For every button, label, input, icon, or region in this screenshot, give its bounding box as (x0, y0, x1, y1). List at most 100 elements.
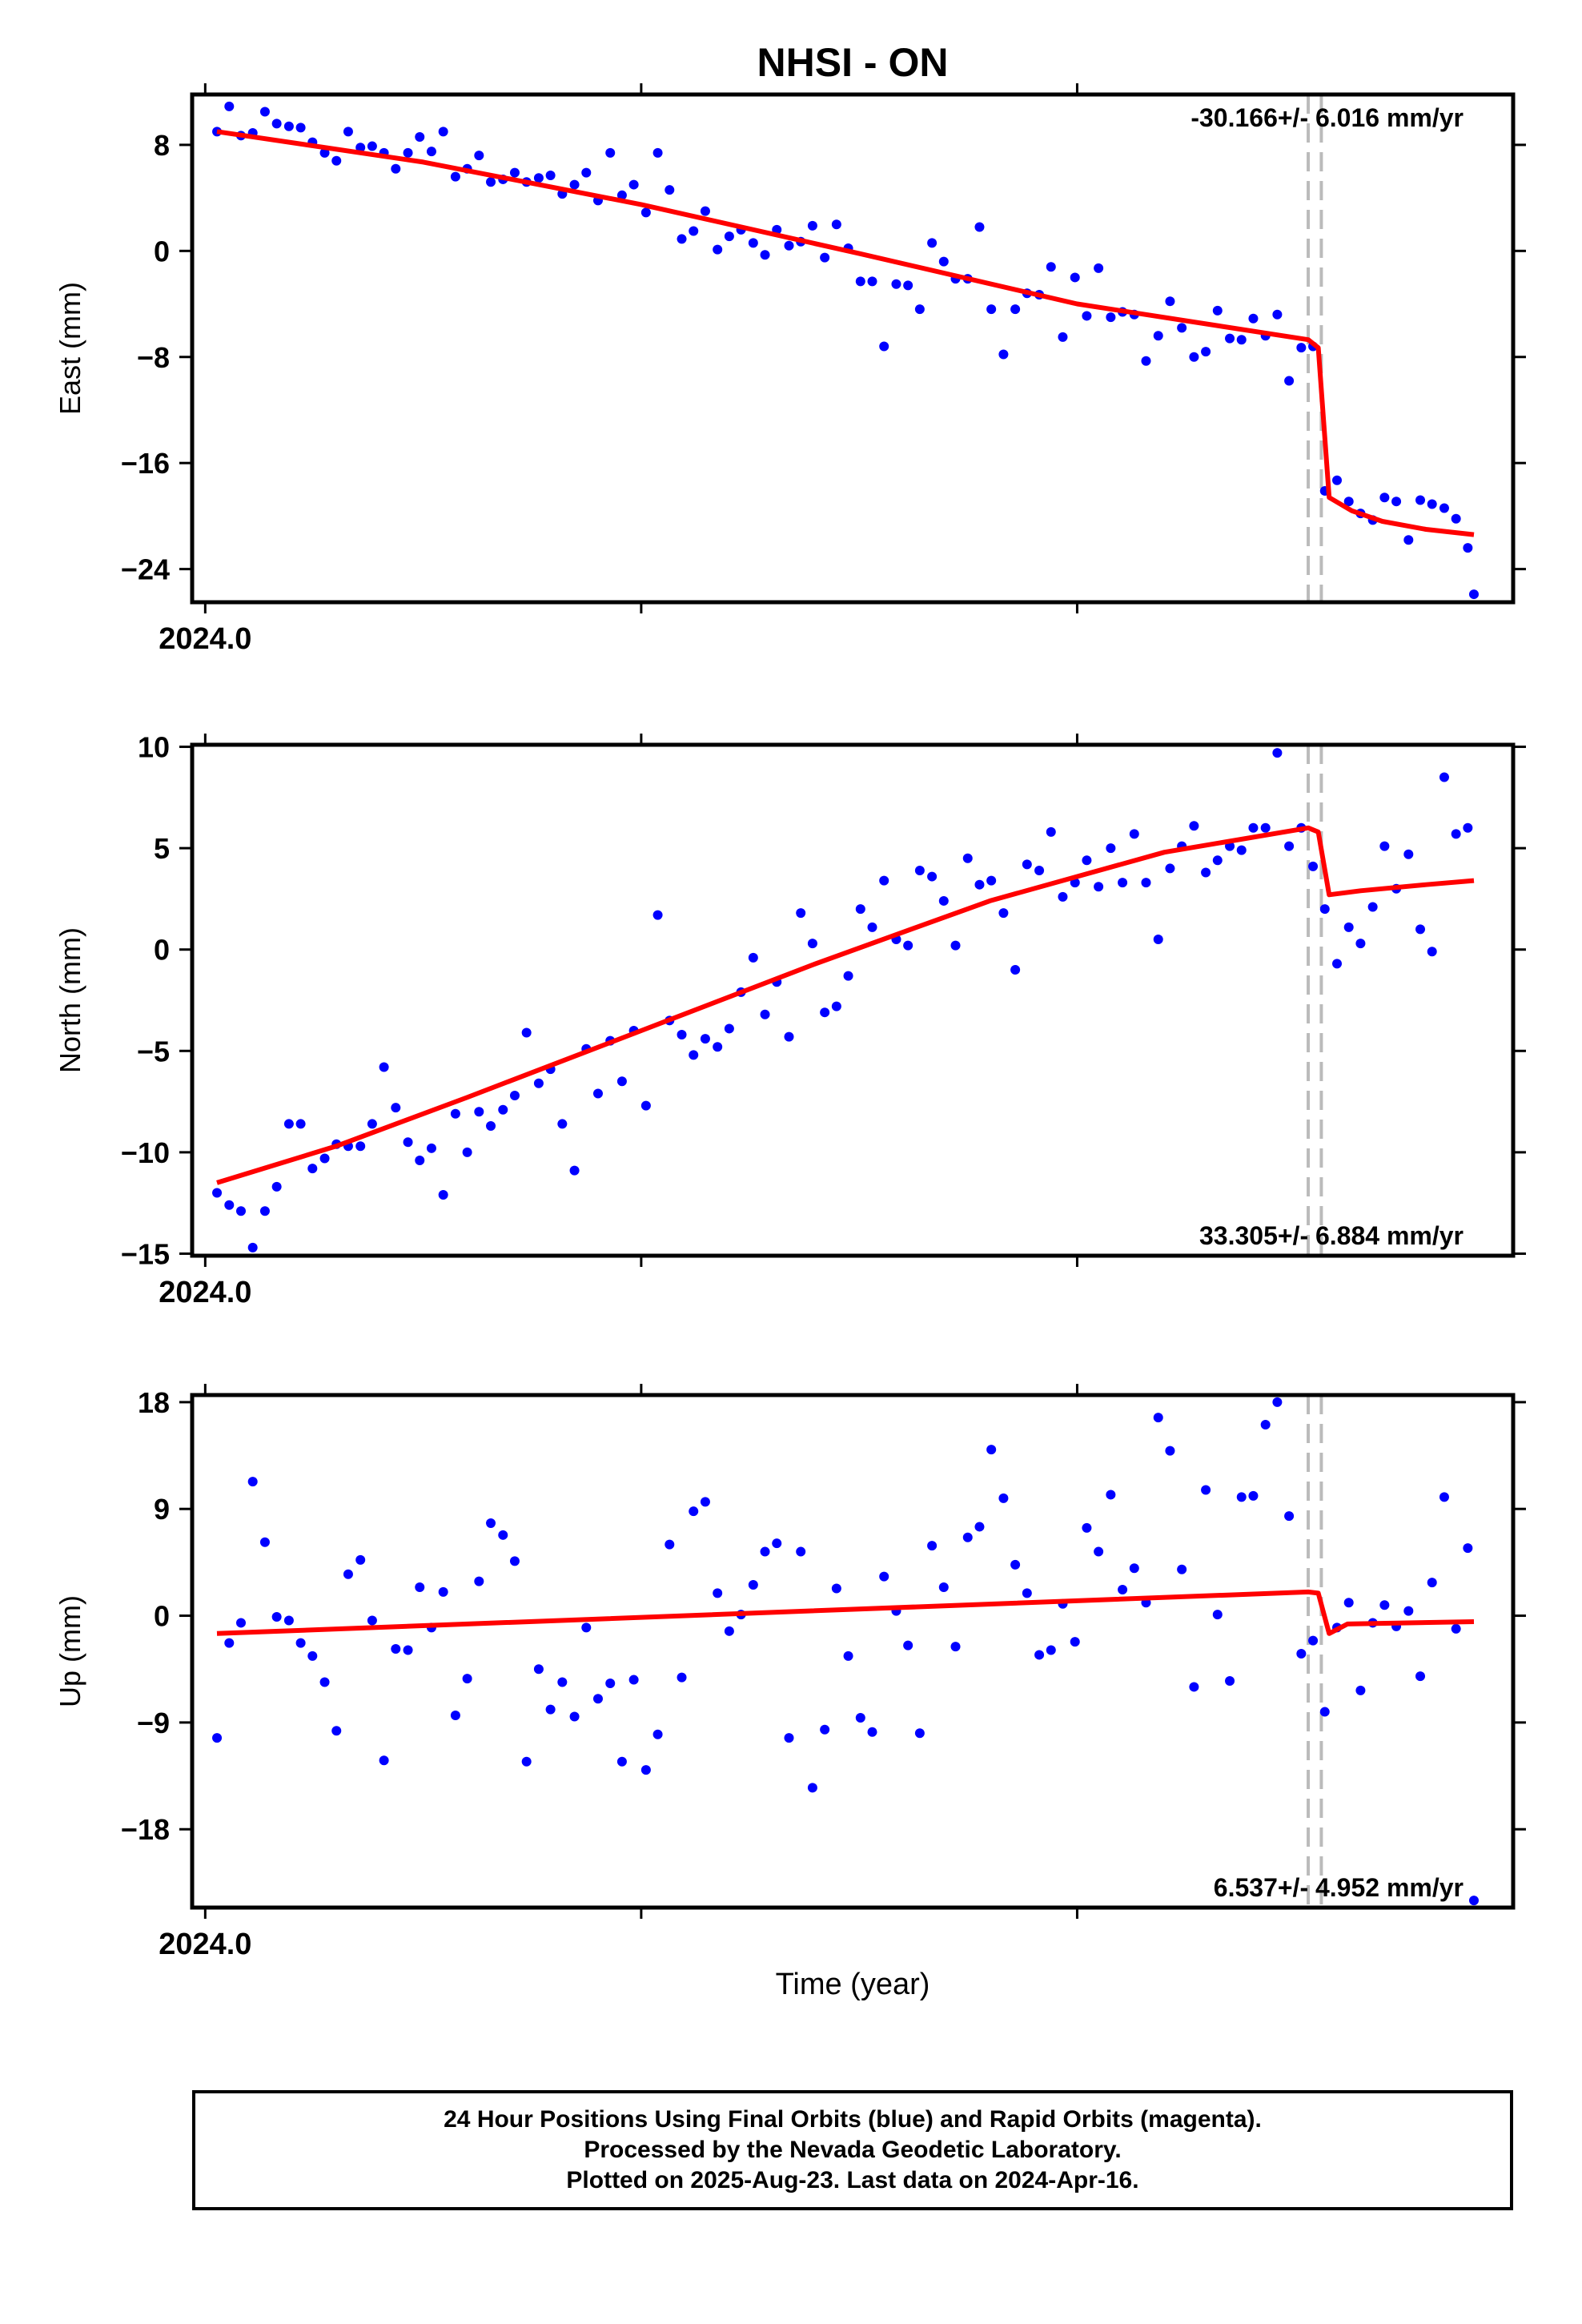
north-data-point (867, 922, 877, 932)
north-data-point (557, 1119, 568, 1129)
up-data-point (331, 1726, 342, 1736)
footer-box: 24 Hour Positions Using Final Orbits (bl… (192, 2090, 1513, 2210)
north-data-point (1046, 826, 1056, 837)
north-data-point (1058, 891, 1068, 902)
north-data-point (677, 1030, 687, 1040)
panels-group: −24 −16 −8 0 8 2024.0 East (mm) -30.166+/- 6.01… (54, 83, 1526, 1961)
north-data-point (820, 1007, 830, 1018)
up-data-point (1272, 1397, 1283, 1407)
north-data-point (1260, 822, 1271, 833)
up-data-point (1308, 1635, 1319, 1646)
north-data-point (1355, 939, 1366, 949)
east-data-point (1391, 497, 1402, 507)
up-ytick-label: 18 (138, 1386, 170, 1419)
north-data-point (1415, 924, 1426, 935)
east-plot-area (212, 94, 1479, 602)
up-data-point (950, 1642, 961, 1652)
up-data-point (1296, 1648, 1307, 1659)
up-ytick-label: 9 (154, 1493, 170, 1526)
up-data-point (867, 1727, 877, 1737)
up-data-point (212, 1733, 223, 1743)
north-data-point (748, 952, 758, 963)
up-data-point (1165, 1445, 1175, 1456)
up-ytick-label: −9 (137, 1707, 170, 1739)
north-data-point (379, 1062, 389, 1072)
east-data-point (343, 127, 353, 137)
north-ytick-label: −15 (121, 1237, 170, 1270)
east-data-point (545, 170, 556, 180)
north-ytick-label: −10 (121, 1136, 170, 1169)
east-data-point (438, 127, 448, 137)
north-data-point (1094, 882, 1104, 892)
up-data-point (247, 1477, 258, 1487)
up-data-point (1403, 1606, 1414, 1616)
up-data-point (391, 1644, 401, 1655)
east-data-point (938, 256, 949, 267)
north-data-point (1451, 829, 1461, 839)
east-data-point (1082, 311, 1092, 321)
east-data-point (605, 147, 616, 158)
up-ytick-label: −18 (121, 1813, 170, 1846)
up-data-point (1451, 1623, 1461, 1634)
up-data-point (796, 1546, 806, 1557)
east-data-point (891, 279, 901, 289)
north-ytick-label: −5 (137, 1035, 170, 1068)
north-data-point (486, 1120, 496, 1131)
up-data-point (1070, 1637, 1080, 1647)
north-data-point (319, 1153, 330, 1164)
north-data-point (1308, 861, 1319, 871)
east-data-point (569, 179, 580, 190)
east-data-point (986, 304, 997, 315)
east-data-point (1070, 272, 1080, 283)
east-ytick-label: −24 (121, 553, 170, 586)
east-data-point (1106, 312, 1116, 323)
up-data-point (1201, 1485, 1211, 1495)
up-data-point (1212, 1610, 1223, 1620)
north-data-point (592, 1088, 603, 1099)
north-data-point (509, 1090, 520, 1100)
east-data-point (403, 147, 413, 158)
north-data-point (235, 1206, 246, 1216)
east-data-point (784, 240, 794, 251)
up-data-point (343, 1569, 353, 1579)
x-axis-label: Time (year) (776, 1968, 930, 2001)
up-data-point (1260, 1420, 1271, 1430)
east-data-point (474, 151, 484, 161)
up-data-point (938, 1582, 949, 1592)
north-data-point (1439, 772, 1449, 782)
east-data-point (1439, 503, 1449, 513)
north-data-point (616, 1076, 627, 1087)
up-data-point (689, 1506, 699, 1517)
east-data-point (295, 123, 306, 133)
up-data-point (545, 1704, 556, 1715)
east-data-point (319, 147, 330, 158)
up-data-point (914, 1728, 925, 1739)
north-data-point (367, 1119, 377, 1129)
east-data-point (331, 155, 342, 166)
north-data-point (652, 910, 663, 920)
east-data-point (426, 147, 436, 157)
north-data-point (415, 1156, 425, 1166)
north-model-line (216, 825, 1475, 1185)
footer-line-3: Plotted on 2025-Aug-23. Last data on 202… (566, 2167, 1139, 2193)
up-data-point (1189, 1682, 1199, 1692)
up-data-point (879, 1571, 889, 1582)
east-data-point (1427, 499, 1437, 509)
east-data-point (628, 179, 639, 190)
north-frame (190, 742, 1516, 1258)
north-data-point (689, 1050, 699, 1060)
north-xtick-label: 2024.0 (159, 1276, 251, 1309)
up-data-point (1153, 1413, 1163, 1423)
up-data-point (1284, 1511, 1295, 1522)
north-data-point (498, 1104, 508, 1115)
north-y-axis-label: North (mm) (54, 927, 86, 1073)
up-data-point (665, 1539, 675, 1550)
east-data-point (450, 171, 460, 182)
east-data-point (1010, 304, 1021, 315)
east-data-point (1225, 333, 1235, 344)
up-data-point (616, 1756, 627, 1767)
east-ytick-label: 0 (154, 235, 170, 267)
north-data-point (426, 1143, 436, 1153)
east-data-point (652, 147, 663, 158)
north-data-point (1463, 822, 1473, 833)
